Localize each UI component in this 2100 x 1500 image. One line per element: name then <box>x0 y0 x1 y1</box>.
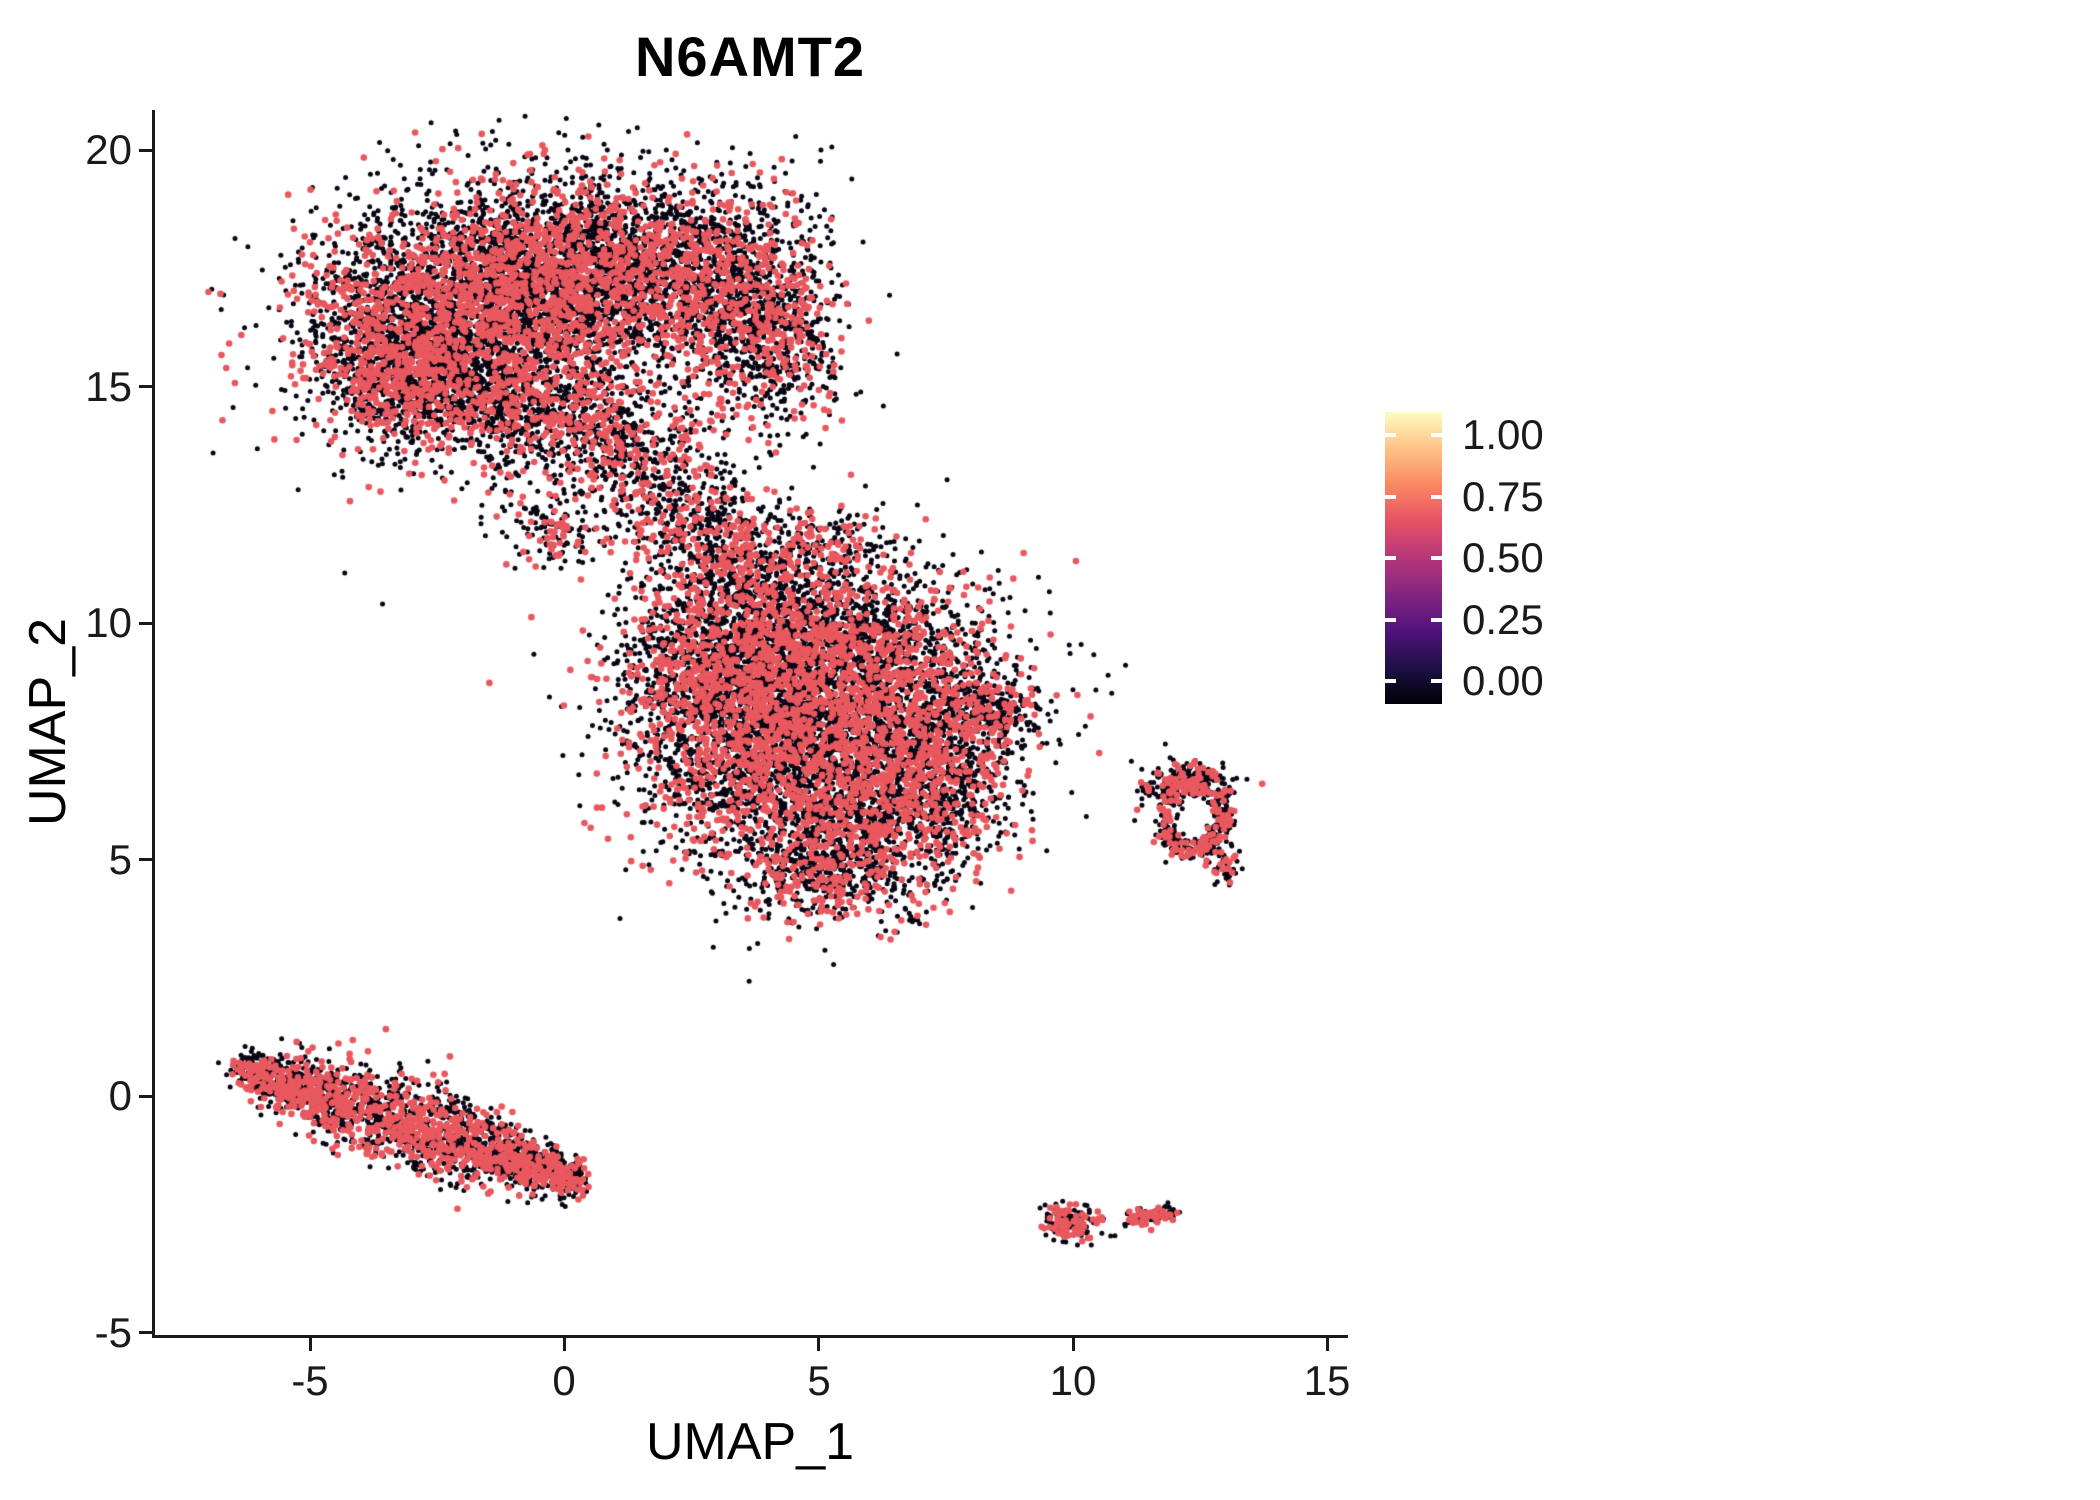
colorbar-tick <box>1385 494 1396 499</box>
colorbar-tick <box>1431 679 1442 683</box>
colorbar-label: 0.25 <box>1462 595 1544 643</box>
x-tick-label: 0 <box>552 1357 576 1404</box>
x-tick-label: -5 <box>291 1357 329 1404</box>
x-tick-mark <box>562 1338 566 1351</box>
y-tick-label: 10 <box>85 599 132 647</box>
x-axis-title: UMAP_1 <box>645 1413 855 1471</box>
y-tick-label: -5 <box>94 1308 132 1356</box>
y-tick-mark <box>139 1094 152 1098</box>
colorbar-tick <box>1431 494 1442 499</box>
colorbar-tick <box>1385 679 1396 683</box>
x-axis-line <box>152 1335 1348 1338</box>
y-tick-label: 5 <box>108 835 132 883</box>
y-axis-title: UMAP_2 <box>19 617 77 827</box>
x-tick-label: 5 <box>807 1357 831 1404</box>
y-tick-mark <box>139 385 152 389</box>
colorbar-tick <box>1385 433 1396 437</box>
y-tick-mark <box>139 1331 152 1335</box>
colorbar-tick <box>1385 617 1396 622</box>
colorbar-label: 0.50 <box>1462 534 1544 581</box>
plot-title: N6AMT2 <box>634 25 866 88</box>
y-tick-mark <box>139 148 152 152</box>
colorbar-tick <box>1431 433 1442 437</box>
x-tick-label: 15 <box>1303 1357 1351 1404</box>
y-tick-label: 0 <box>108 1072 132 1120</box>
x-tick-mark <box>1071 1338 1075 1351</box>
colorbar-label: 0.75 <box>1462 472 1544 520</box>
colorbar-tick <box>1431 556 1442 560</box>
y-tick-label: 20 <box>85 126 132 173</box>
y-axis-line <box>152 110 155 1338</box>
x-tick-label: 10 <box>1049 1357 1097 1404</box>
colorbar-label: 1.00 <box>1462 411 1544 458</box>
x-tick-mark <box>1325 1338 1329 1351</box>
colorbar-tick <box>1385 556 1396 560</box>
x-tick-mark <box>308 1338 312 1351</box>
y-tick-label: 15 <box>85 362 132 410</box>
x-tick-mark <box>817 1338 821 1351</box>
y-tick-mark <box>139 621 152 625</box>
y-tick-mark <box>139 858 152 862</box>
colorbar-label: 0.00 <box>1462 657 1544 704</box>
colorbar-tick <box>1431 617 1442 622</box>
